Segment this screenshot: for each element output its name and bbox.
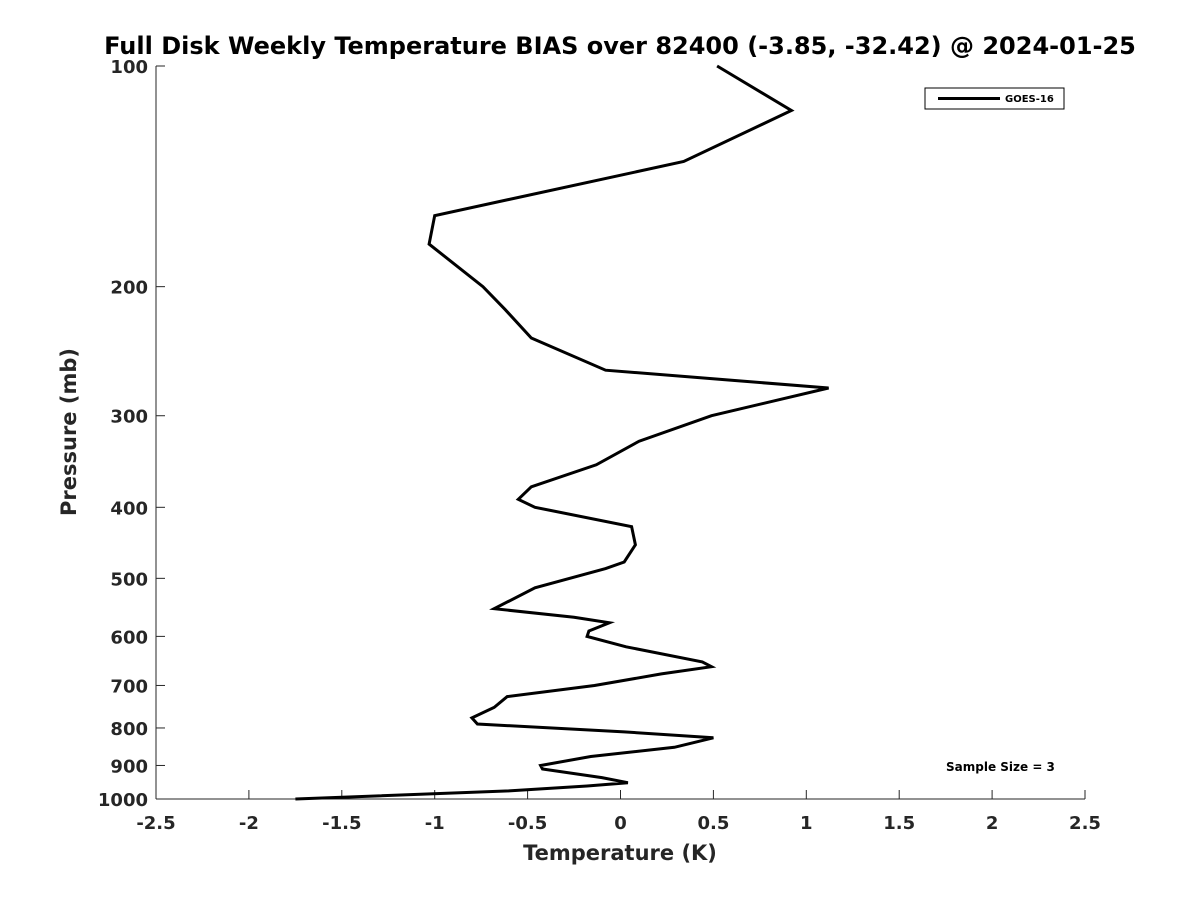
x-tick-label: 2.5 [1069, 813, 1101, 834]
x-tick-label: -2.5 [136, 813, 175, 834]
sample-size-annotation: Sample Size = 3 [946, 760, 1055, 774]
legend-label-goes-16: GOES-16 [1005, 94, 1054, 105]
x-tick-label: 2 [986, 813, 999, 834]
x-axis-label: Temperature (K) [523, 841, 717, 865]
y-tick-label: 500 [110, 569, 148, 590]
y-tick-label: 200 [110, 278, 148, 299]
y-tick-label: 700 [110, 676, 148, 697]
x-tick-label: -1.5 [322, 813, 361, 834]
series-line-goes-16 [295, 64, 829, 801]
x-tick-label: 1 [800, 813, 813, 834]
x-tick-label: -0.5 [508, 813, 547, 834]
x-tick-label: 0 [614, 813, 627, 834]
y-tick-label: 100 [110, 57, 148, 78]
y-tick-label: 600 [110, 627, 148, 648]
y-axis: 100 200 300 400 500 600 700 800 900 1000 [98, 57, 165, 811]
y-tick-label: 300 [110, 407, 148, 428]
plot-area [156, 66, 1085, 799]
y-tick-label: 800 [110, 719, 148, 740]
y-tick-label: 900 [110, 756, 148, 777]
plot-background [156, 66, 1085, 799]
x-tick-label: 1.5 [883, 813, 915, 834]
x-tick-label: -1 [425, 813, 445, 834]
x-tick-label: 0.5 [697, 813, 729, 834]
x-tick-label: -2 [239, 813, 259, 834]
chart-title: Full Disk Weekly Temperature BIAS over 8… [104, 32, 1136, 60]
series-layer [295, 64, 829, 801]
legend: GOES-16 [924, 87, 1065, 110]
y-tick-label: 1000 [98, 790, 148, 811]
y-axis-label: Pressure (mb) [57, 348, 81, 516]
y-tick-label: 400 [110, 498, 148, 519]
